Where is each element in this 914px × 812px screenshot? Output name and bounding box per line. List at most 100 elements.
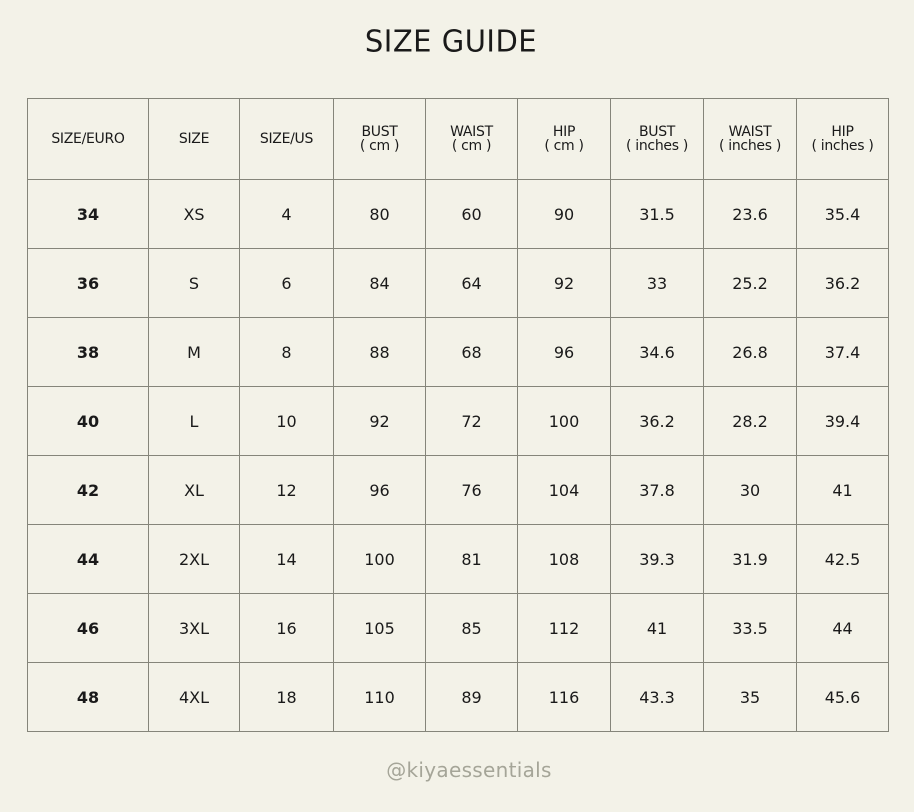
- table-cell: 31.5: [610, 179, 704, 249]
- table-cell: 112: [517, 593, 611, 663]
- table-cell: 100: [517, 386, 611, 456]
- column-header: HIP( cm ): [517, 98, 611, 180]
- table-cell: 100: [333, 524, 426, 594]
- table-cell: 34: [27, 179, 149, 249]
- table-cell: 28.2: [703, 386, 797, 456]
- column-header-unit: ( inches ): [625, 138, 689, 154]
- table-cell: XL: [148, 455, 240, 525]
- table-cell: 38: [27, 317, 149, 387]
- header-row: SIZE/EURO SIZE SIZE/US BUST( cm ) WAIST( cm …: [27, 98, 889, 180]
- column-header: BUST( cm ): [333, 98, 426, 180]
- column-header-label: SIZE/EURO: [51, 131, 125, 147]
- table-cell: 36.2: [796, 248, 889, 318]
- table-cell: 76: [425, 455, 518, 525]
- table-cell: XS: [148, 179, 240, 249]
- table-cell: 37.8: [610, 455, 704, 525]
- table-cell: 2XL: [148, 524, 240, 594]
- column-header-label: WAIST: [728, 124, 772, 140]
- table-cell: 40: [27, 386, 149, 456]
- table-cell: 41: [796, 455, 889, 525]
- table-row: 46 3XL 16 105 85 112 41 33.5 44: [27, 593, 889, 663]
- table-cell: 35: [703, 662, 797, 732]
- table-cell: S: [148, 248, 240, 318]
- table-row: 40 L 10 92 72 100 36.2 28.2 39.4: [27, 386, 889, 456]
- column-header-label: WAIST: [450, 124, 493, 140]
- table-cell: 108: [517, 524, 611, 594]
- table-cell: 33.5: [703, 593, 797, 663]
- column-header-unit: ( cm ): [359, 138, 400, 154]
- table-cell: 85: [425, 593, 518, 663]
- table-cell: 23.6: [703, 179, 797, 249]
- column-header-unit: ( cm ): [544, 138, 584, 154]
- table-cell: 33: [610, 248, 704, 318]
- table-cell: 96: [333, 455, 426, 525]
- column-header: BUST( inches ): [610, 98, 704, 180]
- table-row: 38 M 8 88 68 96 34.6 26.8 37.4: [27, 317, 889, 387]
- table-cell: 48: [27, 662, 149, 732]
- table-cell: 81: [425, 524, 518, 594]
- table-cell: 34.6: [610, 317, 704, 387]
- column-header: WAIST( cm ): [425, 98, 518, 180]
- table-cell: M: [148, 317, 240, 387]
- table-cell: 12: [239, 455, 334, 525]
- table-row: 36 S 6 84 64 92 33 25.2 36.2: [27, 248, 889, 318]
- column-header-label: SIZE: [178, 131, 210, 147]
- table-cell: 88: [333, 317, 426, 387]
- table-cell: 4: [239, 179, 334, 249]
- table-cell: 26.8: [703, 317, 797, 387]
- table-cell: 89: [425, 662, 518, 732]
- table-cell: 96: [517, 317, 611, 387]
- size-guide-table: SIZE/EURO SIZE SIZE/US BUST( cm ) WAIST( cm …: [27, 98, 889, 732]
- table-cell: 116: [517, 662, 611, 732]
- table-cell: 8: [239, 317, 334, 387]
- column-header: WAIST( inches ): [703, 98, 797, 180]
- table-cell: 92: [333, 386, 426, 456]
- table-cell: 84: [333, 248, 426, 318]
- table-cell: L: [148, 386, 240, 456]
- table-row: 42 XL 12 96 76 104 37.8 30 41: [27, 455, 889, 525]
- table-row: 44 2XL 14 100 81 108 39.3 31.9 42.5: [27, 524, 889, 594]
- column-header-label: SIZE/US: [259, 131, 314, 147]
- column-header-label: HIP: [552, 124, 576, 140]
- table-cell: 3XL: [148, 593, 240, 663]
- table-cell: 6: [239, 248, 334, 318]
- table-cell: 60: [425, 179, 518, 249]
- column-header: SIZE/US: [239, 98, 334, 180]
- table-row: 34 XS 4 80 60 90 31.5 23.6 35.4: [27, 179, 889, 249]
- table-cell: 42: [27, 455, 149, 525]
- table-cell: 46: [27, 593, 149, 663]
- table-row: 48 4XL 18 110 89 116 43.3 35 45.6: [27, 662, 889, 732]
- column-header: SIZE/EURO: [27, 98, 149, 180]
- table-cell: 39.4: [796, 386, 889, 456]
- table-cell: 41: [610, 593, 704, 663]
- table-cell: 44: [796, 593, 889, 663]
- table-cell: 31.9: [703, 524, 797, 594]
- table-cell: 36: [27, 248, 149, 318]
- table-cell: 35.4: [796, 179, 889, 249]
- table-cell: 37.4: [796, 317, 889, 387]
- table-cell: 44: [27, 524, 149, 594]
- table-cell: 30: [703, 455, 797, 525]
- table-cell: 14: [239, 524, 334, 594]
- column-header: SIZE: [148, 98, 240, 180]
- table-cell: 18: [239, 662, 334, 732]
- column-header-unit: ( inches ): [811, 138, 874, 154]
- table-cell: 42.5: [796, 524, 889, 594]
- column-header-unit: ( cm ): [451, 138, 492, 154]
- table-cell: 4XL: [148, 662, 240, 732]
- column-header-label: BUST: [361, 124, 398, 140]
- column-header-label: BUST: [638, 124, 676, 140]
- table-cell: 72: [425, 386, 518, 456]
- table-cell: 43.3: [610, 662, 704, 732]
- table-cell: 110: [333, 662, 426, 732]
- table-cell: 90: [517, 179, 611, 249]
- table-cell: 64: [425, 248, 518, 318]
- social-handle: @kiyaessentials: [386, 758, 552, 782]
- table-cell: 25.2: [703, 248, 797, 318]
- table-cell: 104: [517, 455, 611, 525]
- table-cell: 80: [333, 179, 426, 249]
- column-header-unit: ( inches ): [718, 138, 782, 154]
- table-cell: 36.2: [610, 386, 704, 456]
- table-cell: 105: [333, 593, 426, 663]
- table-cell: 39.3: [610, 524, 704, 594]
